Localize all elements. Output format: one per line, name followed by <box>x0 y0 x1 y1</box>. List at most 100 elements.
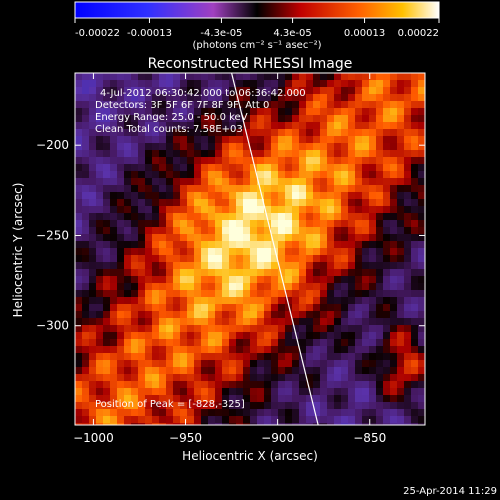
heatmap-cell <box>383 143 390 150</box>
heatmap-cell <box>313 402 320 409</box>
heatmap-cell <box>306 283 313 290</box>
heatmap-cell <box>82 409 89 416</box>
heatmap-cell <box>278 325 285 332</box>
heatmap-cell <box>383 171 390 178</box>
heatmap-cell <box>201 325 208 332</box>
heatmap-cell <box>103 409 110 416</box>
heatmap-cell <box>341 255 348 262</box>
heatmap-cell <box>166 213 173 220</box>
heatmap-cell <box>306 304 313 311</box>
heatmap-cell <box>299 108 306 115</box>
heatmap-cell <box>355 332 362 339</box>
heatmap-cell <box>166 248 173 255</box>
heatmap-cell <box>369 346 376 353</box>
heatmap-cell <box>257 227 264 234</box>
heatmap-cell <box>348 276 355 283</box>
heatmap-cell <box>187 360 194 367</box>
heatmap-cell <box>145 248 152 255</box>
heatmap-cell <box>124 325 131 332</box>
heatmap-cell <box>222 129 229 136</box>
heatmap-cell <box>334 381 341 388</box>
heatmap-cell <box>250 80 257 87</box>
heatmap-cell <box>320 381 327 388</box>
heatmap-cell <box>411 227 418 234</box>
heatmap-cell <box>194 213 201 220</box>
heatmap-cell <box>348 381 355 388</box>
heatmap-cell <box>418 94 425 101</box>
heatmap-cell <box>243 178 250 185</box>
heatmap-cell <box>320 416 327 423</box>
heatmap-cell <box>397 332 404 339</box>
heatmap-cell <box>264 171 271 178</box>
plot-area: −1000 −950 −900 −850−200−250−300 <box>36 72 426 445</box>
heatmap-cell <box>383 402 390 409</box>
heatmap-cell <box>131 374 138 381</box>
heatmap-cell <box>341 143 348 150</box>
heatmap-cell <box>201 283 208 290</box>
heatmap-cell <box>250 227 257 234</box>
heatmap-cell <box>75 297 82 304</box>
heatmap-cell <box>82 346 89 353</box>
heatmap-cell <box>397 122 404 129</box>
heatmap-cell <box>82 290 89 297</box>
heatmap-cell <box>131 94 138 101</box>
heatmap-cell <box>369 171 376 178</box>
heatmap-cell <box>299 297 306 304</box>
heatmap-cell <box>404 178 411 185</box>
heatmap-cell <box>229 171 236 178</box>
heatmap-cell <box>138 192 145 199</box>
heatmap-cell <box>131 234 138 241</box>
heatmap-cell <box>411 311 418 318</box>
heatmap-cell <box>243 381 250 388</box>
heatmap-cell <box>222 171 229 178</box>
heatmap-cell <box>159 339 166 346</box>
heatmap-cell <box>187 297 194 304</box>
heatmap-cell <box>96 332 103 339</box>
heatmap-cell <box>355 325 362 332</box>
heatmap-cell <box>292 192 299 199</box>
heatmap-cell <box>299 346 306 353</box>
heatmap-cell <box>411 262 418 269</box>
heatmap-cell <box>376 192 383 199</box>
heatmap-cell <box>215 318 222 325</box>
heatmap-cell <box>173 262 180 269</box>
heatmap-cell <box>404 276 411 283</box>
heatmap-cell <box>201 367 208 374</box>
heatmap-cell <box>299 129 306 136</box>
heatmap-cell <box>222 381 229 388</box>
heatmap-cell <box>229 276 236 283</box>
heatmap-cell <box>376 122 383 129</box>
heatmap-cell <box>362 395 369 402</box>
heatmap-cell <box>327 262 334 269</box>
heatmap-cell <box>362 388 369 395</box>
heatmap-cell <box>390 157 397 164</box>
heatmap-cell <box>124 213 131 220</box>
heatmap-cell <box>222 108 229 115</box>
heatmap-cell <box>348 360 355 367</box>
heatmap-cell <box>404 108 411 115</box>
heatmap-cell <box>173 157 180 164</box>
heatmap-cell <box>145 157 152 164</box>
heatmap-cell <box>103 269 110 276</box>
heatmap-cell <box>292 276 299 283</box>
heatmap-cell <box>299 353 306 360</box>
heatmap-cell <box>103 80 110 87</box>
heatmap-cell <box>110 199 117 206</box>
heatmap-cell <box>194 115 201 122</box>
heatmap-cell <box>180 80 187 87</box>
heatmap-cell <box>306 87 313 94</box>
heatmap-cell <box>299 283 306 290</box>
heatmap-cell <box>306 220 313 227</box>
heatmap-cell <box>397 164 404 171</box>
heatmap-cell <box>404 332 411 339</box>
heatmap-cell <box>299 234 306 241</box>
heatmap-cell <box>201 234 208 241</box>
heatmap-cell <box>313 143 320 150</box>
heatmap-cell <box>285 199 292 206</box>
heatmap-cell <box>96 318 103 325</box>
heatmap-cell <box>278 269 285 276</box>
heatmap-cell <box>390 178 397 185</box>
heatmap-cell <box>327 311 334 318</box>
heatmap-cell <box>75 234 82 241</box>
heatmap-cell <box>306 122 313 129</box>
